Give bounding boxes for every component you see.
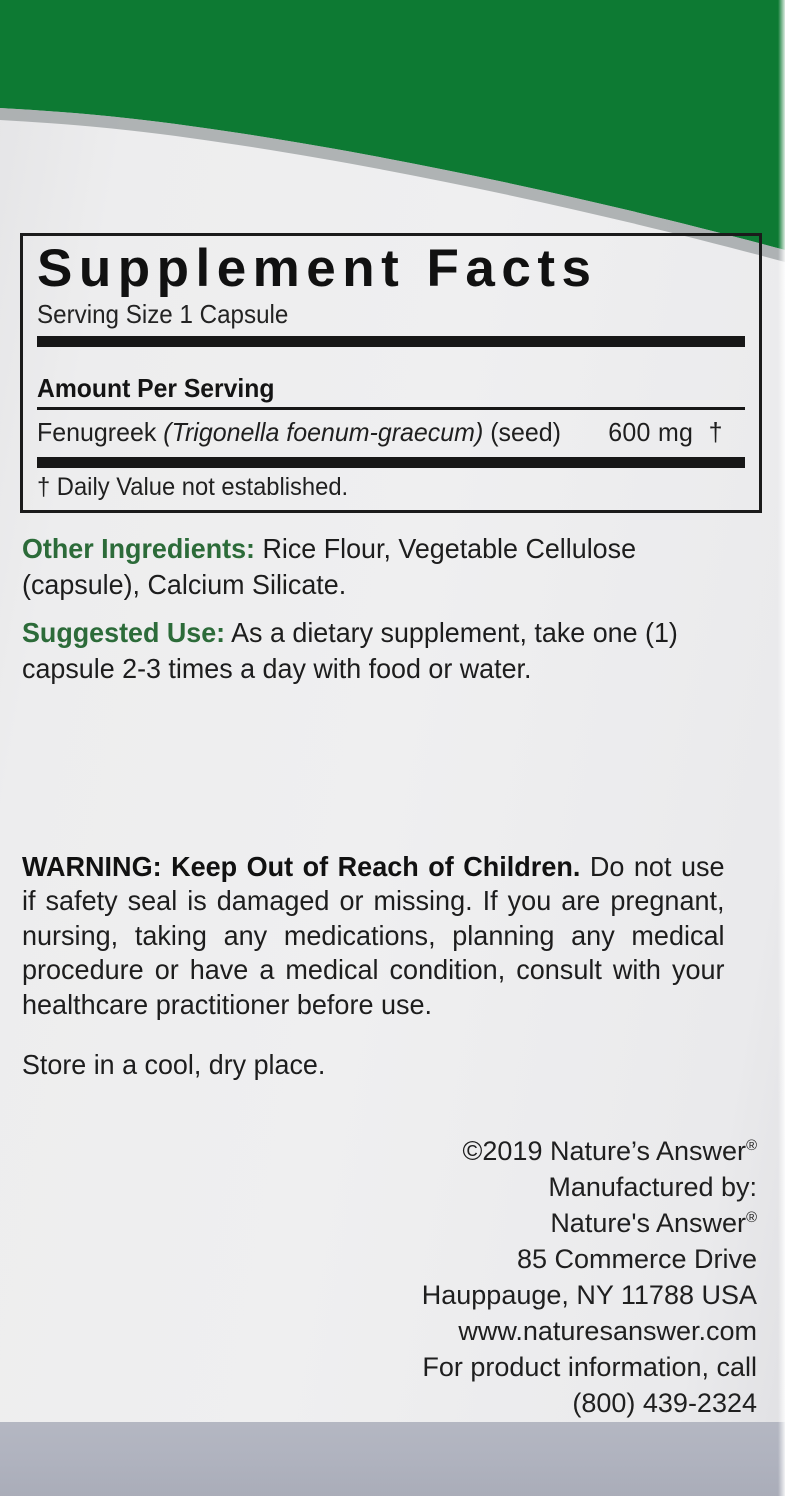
phone-number-line: (800) 439-2324 xyxy=(572,1388,757,1419)
bottom-white-edge xyxy=(0,1496,785,1500)
storage-block: Store in a cool, dry place. xyxy=(22,1048,722,1082)
suggested-use-block: Suggested Use: As a dietary supplement, … xyxy=(22,615,762,686)
storage-text: Store in a cool, dry place. xyxy=(22,1049,326,1080)
website-line: www.naturesanswer.com xyxy=(458,1316,757,1347)
registered-trademark-icon: ® xyxy=(746,1138,757,1154)
other-ingredients-label: Other Ingredients: xyxy=(22,533,255,564)
rule-thin-under-amount xyxy=(37,406,745,410)
bottom-grey-band xyxy=(0,1422,785,1500)
warning-bold-lead: WARNING: Keep Out of Reach of Children. xyxy=(22,851,581,882)
nutrient-name: Fenugreek (Trigonella foenum-graecum) (s… xyxy=(37,417,561,448)
other-ingredients-paragraph: Other Ingredients: Rice Flour, Vegetable… xyxy=(22,531,732,602)
other-ingredients-block: Other Ingredients: Rice Flour, Vegetable… xyxy=(22,531,762,602)
nutrient-name-latin: (Trigonella foenum-graecum) xyxy=(163,416,484,447)
copyright-line: ©2019 Nature’s Answer® xyxy=(237,1133,758,1169)
suggested-use-paragraph: Suggested Use: As a dietary supplement, … xyxy=(22,615,732,686)
company-name-line: Nature's Answer® xyxy=(237,1205,757,1241)
amount-per-serving-header: Amount Per Serving xyxy=(37,372,275,403)
green-curve-graphic xyxy=(0,0,785,262)
manufactured-by-line: Manufactured by: xyxy=(548,1172,757,1203)
manufacturer-block: ©2019 Nature’s Answer® Manufactured by: … xyxy=(237,1133,757,1421)
nutrient-name-plain: Fenugreek xyxy=(37,416,164,447)
nutrient-amount: 600 mg † xyxy=(608,417,744,448)
suggested-use-text: As a dietary supplement, take one (1) ca… xyxy=(22,617,678,684)
nutrient-row: Fenugreek (Trigonella foenum-graecum) (s… xyxy=(37,410,744,457)
company-name-text: Nature's Answer xyxy=(550,1208,747,1239)
daily-value-footnote: † Daily Value not established. xyxy=(37,472,349,501)
warning-block: WARNING: Keep Out of Reach of Children. … xyxy=(22,850,750,1022)
serving-size-text: Serving Size 1 Capsule xyxy=(37,299,289,330)
nutrient-name-part: (seed) xyxy=(483,416,561,447)
supplement-facts-title: Supplement Facts xyxy=(37,239,598,298)
warning-paragraph: WARNING: Keep Out of Reach of Children. … xyxy=(22,850,725,1022)
city-state-zip-line: Hauppauge, NY 11788 USA xyxy=(421,1280,757,1311)
nutrient-amount-value: 600 mg xyxy=(608,416,694,447)
copyright-text: ©2019 Nature’s Answer xyxy=(462,1136,747,1166)
other-ingredients-text: Rice Flour, Vegetable Cellulose (capsule… xyxy=(22,533,637,600)
phone-label-line: For product information, call xyxy=(422,1352,757,1383)
dagger-icon: † xyxy=(708,416,723,447)
street-address-line: 85 Commerce Drive xyxy=(516,1244,757,1275)
green-header-band xyxy=(0,0,785,270)
rule-thick-bottom xyxy=(37,456,745,468)
rule-thick-top xyxy=(37,335,745,347)
panel-spacer xyxy=(37,347,745,373)
registered-trademark-icon-2: ® xyxy=(746,1210,757,1227)
supplement-facts-panel: Supplement Facts Serving Size 1 Capsule … xyxy=(20,233,762,513)
suggested-use-label: Suggested Use: xyxy=(22,617,226,648)
warning-text: Do not use if safety seal is damaged or … xyxy=(22,851,725,1020)
